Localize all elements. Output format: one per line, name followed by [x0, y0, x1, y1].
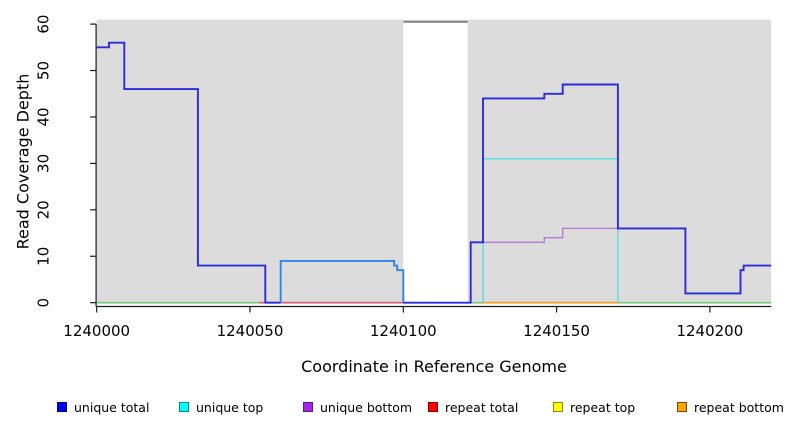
- x-tick-label: 1240200: [676, 322, 743, 340]
- legend-label: unique bottom: [320, 399, 413, 415]
- x-tick-label: 1240100: [370, 322, 437, 340]
- legend-swatch-unique-top-icon: [179, 402, 189, 412]
- legend-label: unique total: [74, 399, 150, 415]
- y-tick-label: 40: [35, 107, 53, 126]
- legend-swatch-unique-total-icon: [57, 402, 67, 412]
- x-axis-title: Coordinate in Reference Genome: [301, 357, 567, 376]
- legend-item-unique-bottom: unique bottom: [303, 399, 412, 415]
- legend-item-repeat-top: repeat top: [553, 399, 635, 415]
- legend-item-repeat-total: repeat total: [428, 399, 518, 415]
- series-unique-total: [279, 259, 405, 303]
- legend-item-unique-total: unique total: [57, 399, 149, 415]
- assembly-gap-band: [403, 19, 468, 305]
- legend-swatch-repeat-top-icon: [553, 402, 563, 412]
- y-tick-label: 0: [35, 298, 53, 308]
- x-tick-label: 1240050: [217, 322, 284, 340]
- legend-swatch-unique-bottom-icon: [303, 402, 313, 412]
- legend-swatch-repeat-total-icon: [428, 402, 438, 412]
- legend-label: repeat top: [570, 399, 636, 415]
- y-axis-title: Read Coverage Depth: [13, 73, 33, 250]
- y-tick-label: 20: [35, 200, 53, 219]
- y-tick-label: 50: [35, 61, 53, 80]
- legend-item-unique-top: unique top: [179, 399, 263, 415]
- legend-swatch-repeat-bottom-icon: [677, 402, 687, 412]
- legend-label: repeat total: [445, 399, 519, 415]
- legend-item-repeat-bottom: repeat bottom: [677, 399, 784, 415]
- x-tick-label: 1240000: [63, 322, 130, 340]
- legend-label: repeat bottom: [694, 399, 784, 415]
- y-tick-label: 30: [35, 154, 53, 173]
- x-tick-label: 1240150: [523, 322, 590, 340]
- series-unique-total: [96, 41, 281, 304]
- y-tick-label: 10: [35, 247, 53, 266]
- series-unique-total: [403, 83, 772, 304]
- legend: unique total unique top unique bottom repea…: [0, 399, 792, 419]
- legend-label: unique top: [196, 399, 264, 415]
- y-tick-label: 60: [35, 15, 53, 34]
